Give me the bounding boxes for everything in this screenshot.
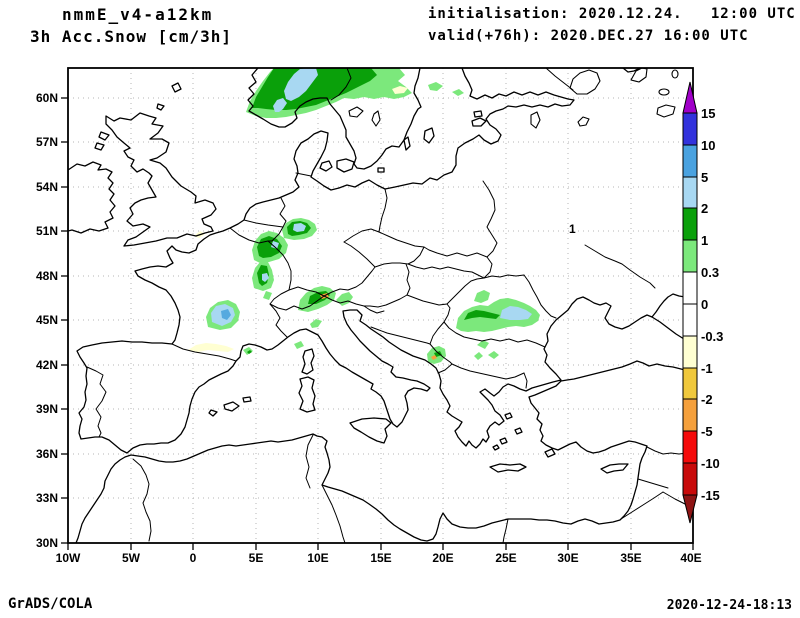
colorbar-arrow-bottom <box>682 494 698 524</box>
lat-label: 51N <box>36 224 58 238</box>
lat-label: 57N <box>36 135 58 149</box>
graticule <box>68 68 693 543</box>
coast-top-edge <box>622 68 641 73</box>
lon-label: 40E <box>680 551 701 565</box>
lon-label: 0 <box>190 551 197 565</box>
colorbar-label: -2 <box>701 392 713 407</box>
colorbar-label: 15 <box>701 106 715 121</box>
lon-label: 35E <box>620 551 641 565</box>
lon-label: 25E <box>495 551 516 565</box>
lat-label: 45N <box>36 313 58 327</box>
valid-time: valid(+76h): 2020.DEC.27 16:00 UTC <box>428 28 749 44</box>
snowfall-shaded-areas <box>188 68 540 364</box>
colorbar-label: 0 <box>701 297 708 312</box>
lat-label: 39N <box>36 402 58 416</box>
lon-label: 15E <box>370 551 391 565</box>
lat-label: 48N <box>36 269 58 283</box>
lon-axis-labels: 10W 5W 0 5E 10E 15E 20E 25E 30E 35E 40E <box>56 551 702 565</box>
colorbar-label: 0.3 <box>701 265 719 280</box>
model-title: nmmE_v4-a12km <box>62 5 214 24</box>
contour-label-1: 1 <box>569 222 576 236</box>
lon-label: 5E <box>249 551 264 565</box>
lat-label: 42N <box>36 358 58 372</box>
lon-label: 5W <box>122 551 141 565</box>
coast-turkey-africa <box>75 360 693 543</box>
lat-label: 54N <box>36 180 58 194</box>
colorbar <box>682 81 698 524</box>
colorbar-label: -0.3 <box>701 329 723 344</box>
lon-label: 20E <box>432 551 453 565</box>
coast-britain <box>105 112 217 247</box>
lon-label: 10E <box>307 551 328 565</box>
creation-timestamp: 2020-12-24-18:13 <box>666 598 792 613</box>
coast-ireland <box>68 161 116 234</box>
colorbar-label: -15 <box>701 488 720 503</box>
colorbar-labels: 15 10 5 2 1 0.3 0 -0.3 -1 -2 -5 -10 -15 <box>701 106 723 503</box>
colorbar-label: 10 <box>701 138 715 153</box>
field-title: 3h Acc.Snow [cm/3h] <box>30 27 233 46</box>
lon-label: 30E <box>557 551 578 565</box>
islands <box>94 82 629 474</box>
colorbar-label: 2 <box>701 201 708 216</box>
coast-mainland <box>76 68 693 454</box>
colorbar-label: 1 <box>701 233 708 248</box>
colorbar-label: -10 <box>701 456 720 471</box>
init-time: initialisation: 2020.12.24. 12:00 UTC <box>428 6 796 22</box>
colorbar-label: 5 <box>701 170 708 185</box>
lat-axis-labels: 60N 57N 54N 51N 48N 45N 42N 39N 36N 33N … <box>36 91 58 550</box>
colorbar-label: -5 <box>701 424 713 439</box>
lat-label: 33N <box>36 491 58 505</box>
lat-label: 60N <box>36 91 58 105</box>
coast-scandinavia <box>247 68 422 170</box>
lakes <box>348 68 679 129</box>
lon-label: 10W <box>56 551 81 565</box>
colorbar-label: -1 <box>701 361 713 376</box>
grads-credit: GrADS/COLA <box>8 596 93 612</box>
colorbar-arrow-top <box>682 81 698 114</box>
lat-label: 36N <box>36 447 58 461</box>
lat-label: 30N <box>36 536 58 550</box>
axis-ticks <box>61 97 694 550</box>
coastlines <box>68 68 693 543</box>
country-borders <box>86 68 693 543</box>
